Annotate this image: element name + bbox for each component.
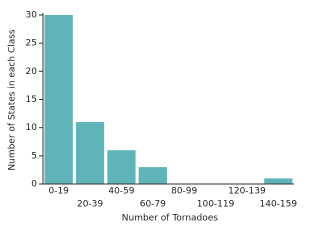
y-tick-label: 25 <box>26 39 37 49</box>
y-tick-label: 5 <box>31 151 37 161</box>
bar <box>75 122 105 184</box>
y-tick-label: 30 <box>26 11 38 21</box>
page: Number of Tornadoes Number of States in … <box>7 10 298 224</box>
x-tick-label: 0-19 <box>48 187 69 197</box>
bar <box>44 15 73 184</box>
x-tick-label: 40-59 <box>108 187 134 197</box>
x-tick-label: 120-139 <box>228 187 266 197</box>
x-tick-label: 100-119 <box>197 200 235 210</box>
x-tick-label: 60-79 <box>140 200 166 210</box>
x-tick-label: 80-99 <box>171 187 197 197</box>
y-axis-label: Number of States in each Class <box>8 29 18 171</box>
bar <box>264 178 293 184</box>
y-tick-label: 0 <box>31 180 37 190</box>
x-tick-label: 140-159 <box>260 200 298 210</box>
chart: Number of Tornadoes Number of States in … <box>8 11 298 224</box>
bar <box>107 150 136 184</box>
y-tick-label: 15 <box>26 95 37 105</box>
x-axis-label: Number of Tornadoes <box>122 214 219 224</box>
y-tick-label: 20 <box>26 67 38 77</box>
y-tick-label: 10 <box>26 123 38 133</box>
bar <box>138 167 167 184</box>
x-tick-label: 20-39 <box>77 200 103 210</box>
